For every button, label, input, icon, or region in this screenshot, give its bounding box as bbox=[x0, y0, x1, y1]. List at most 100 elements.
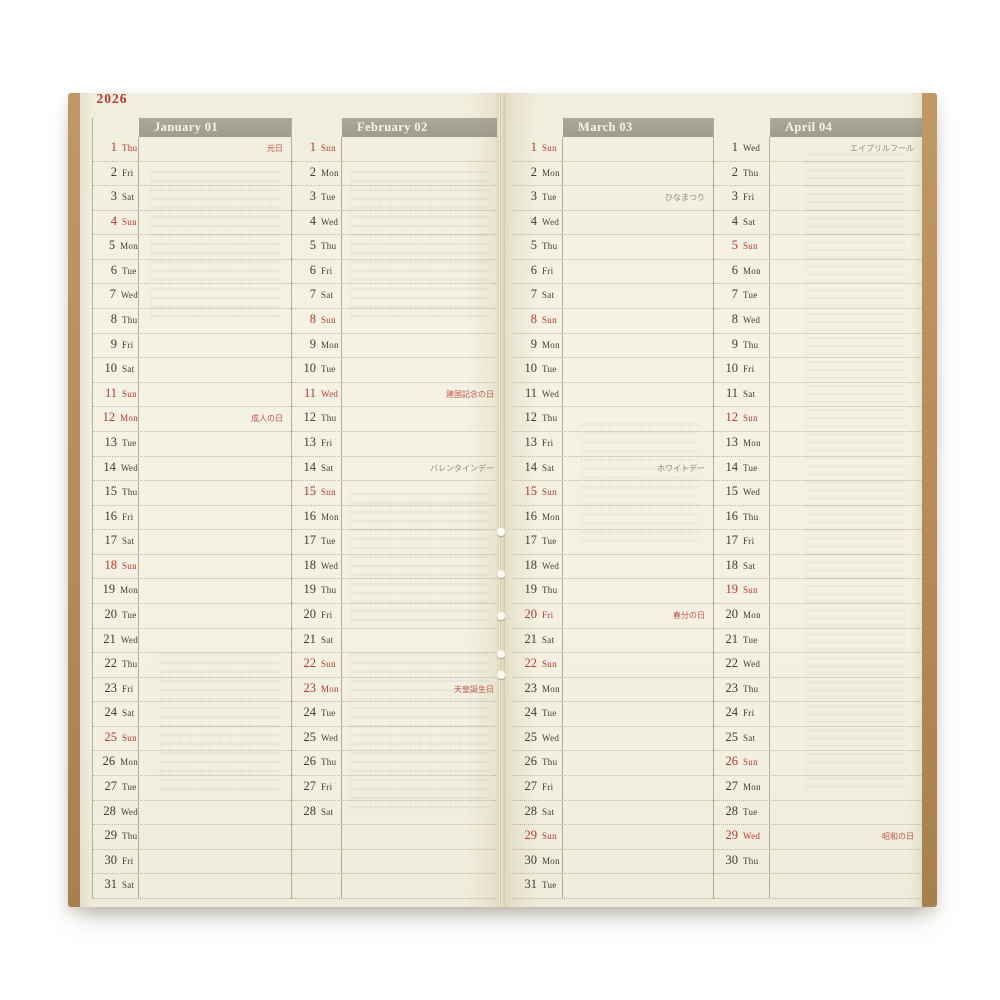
day-number: 4 bbox=[110, 213, 117, 228]
date-cell: 21 Sat bbox=[513, 628, 563, 653]
day-row: 24 Tue bbox=[513, 702, 713, 727]
day-number: 4 bbox=[731, 213, 738, 228]
day-number: 20 bbox=[104, 606, 118, 621]
day-number: 6 bbox=[731, 262, 738, 277]
date-cell: 15 Thu bbox=[93, 481, 139, 505]
notes-cell bbox=[563, 751, 713, 775]
date-cell: 10 Tue bbox=[513, 358, 563, 382]
day-number: 20 bbox=[524, 606, 538, 621]
weekday-label: Sun bbox=[542, 487, 557, 498]
day-number: 13 bbox=[303, 434, 317, 449]
day-number: 16 bbox=[303, 508, 317, 523]
day-row: 5 Thu bbox=[292, 235, 502, 260]
day-row: 30 Fri bbox=[93, 849, 291, 875]
month-january-01: January 01 1 Thu 元日 2 Fri 3 Sat 4 Sun 5 Mon 6 Tue 7 Wed… bbox=[92, 118, 291, 899]
day-row: 10 Sat bbox=[93, 358, 291, 383]
day-row: 17 Fri bbox=[714, 530, 922, 555]
weekday-label: Sat bbox=[743, 388, 756, 399]
weekday-label: Sat bbox=[122, 364, 135, 375]
notes-cell bbox=[563, 162, 713, 186]
day-number: 23 bbox=[104, 680, 118, 695]
notes-cell bbox=[342, 751, 502, 775]
notes-cell bbox=[563, 776, 713, 800]
day-number: 21 bbox=[524, 631, 538, 646]
day-row: 24 Sat bbox=[93, 702, 291, 727]
day-row: 8 Thu bbox=[93, 309, 291, 334]
weekday-label: Thu bbox=[122, 315, 138, 326]
notes-cell bbox=[139, 383, 291, 407]
day-row: 20 Fri 春分の日 bbox=[513, 603, 713, 629]
notes-cell bbox=[563, 284, 713, 308]
day-row: 16 Fri bbox=[93, 505, 291, 531]
month-header-band: January 01 bbox=[139, 118, 291, 137]
date-cell: 12 Thu bbox=[292, 407, 342, 431]
day-row: 19 Mon bbox=[93, 579, 291, 604]
weekday-label: Wed bbox=[120, 806, 138, 817]
notes-cell bbox=[563, 555, 713, 579]
day-number: 23 bbox=[524, 680, 538, 695]
notes-cell: 天皇誕生日 bbox=[342, 678, 502, 702]
day-rows: 1 Sun 2 Mon 3 Tue ひなまつり 4 Wed 5 Thu 6 Fri 7 Sat 8 Sun 9 Mo… bbox=[513, 137, 713, 899]
notes-cell bbox=[139, 727, 291, 751]
date-cell: 10 Sat bbox=[93, 358, 139, 382]
notes-cell bbox=[563, 211, 713, 235]
stitch-mark bbox=[497, 612, 505, 620]
weekday-label: Sat bbox=[122, 536, 135, 547]
day-number: 22 bbox=[303, 656, 317, 671]
weekday-label: Thu bbox=[122, 143, 138, 153]
weekday-label: Thu bbox=[743, 511, 759, 522]
weekday-label: Fri bbox=[122, 683, 134, 694]
notes-cell bbox=[139, 801, 291, 825]
day-row: 2 Fri bbox=[93, 161, 291, 187]
day-row: 18 Wed bbox=[513, 554, 713, 580]
notes-cell bbox=[563, 309, 713, 333]
weekday-label: Tue bbox=[122, 782, 137, 793]
notes-cell bbox=[342, 481, 502, 505]
day-row bbox=[292, 825, 502, 850]
weekday-label: Fri bbox=[743, 536, 755, 547]
day-number: 10 bbox=[725, 361, 739, 376]
notes-cell: ひなまつり bbox=[563, 186, 713, 210]
day-row: 3 Tue ひなまつり bbox=[513, 186, 713, 211]
weekday-label: Wed bbox=[743, 143, 761, 153]
page-left: 2026 January 01 1 Thu 元日 2 Fri 3 Sat 4 Sun 5 Mon 6 Tu… bbox=[80, 91, 502, 907]
weekday-label: Sun bbox=[321, 143, 336, 153]
weekday-label: Fri bbox=[542, 609, 554, 620]
weekday-label: Sat bbox=[122, 880, 135, 891]
day-number: 24 bbox=[303, 705, 317, 720]
weekday-label: Tue bbox=[542, 364, 557, 375]
notes-cell bbox=[139, 555, 291, 579]
day-number: 7 bbox=[530, 287, 537, 302]
holiday-label: ホワイトデー bbox=[657, 463, 705, 473]
date-cell: 5 Thu bbox=[292, 235, 342, 259]
day-row: 13 Mon bbox=[714, 431, 922, 457]
day-number: 26 bbox=[725, 754, 739, 769]
weekday-label: Fri bbox=[321, 265, 333, 276]
day-number: 20 bbox=[303, 606, 317, 621]
weekday-label: Sat bbox=[122, 192, 135, 203]
day-row: 31 Tue bbox=[513, 874, 713, 899]
date-cell: 24 Fri bbox=[714, 702, 770, 726]
day-row: 12 Mon 成人の日 bbox=[93, 407, 291, 432]
day-number: 25 bbox=[524, 729, 538, 744]
day-number: 5 bbox=[309, 238, 316, 253]
date-cell: 27 Fri bbox=[513, 776, 563, 800]
day-number: 5 bbox=[530, 238, 537, 253]
day-number: 17 bbox=[303, 533, 317, 548]
day-row: 10 Tue bbox=[513, 358, 713, 383]
day-row: 14 Wed bbox=[93, 456, 291, 482]
notes-cell bbox=[770, 481, 922, 505]
day-number: 15 bbox=[303, 484, 317, 499]
day-number: 2 bbox=[309, 164, 316, 179]
weekday-label: Wed bbox=[321, 216, 339, 227]
day-row: 12 Thu bbox=[513, 407, 713, 432]
weekday-label: Wed bbox=[542, 216, 560, 227]
notes-cell: 建国記念の日 bbox=[342, 383, 502, 407]
notes-cell bbox=[342, 137, 502, 161]
day-row: 4 Sun bbox=[93, 210, 291, 236]
day-row: 30 Mon bbox=[513, 849, 713, 875]
date-cell: 9 Fri bbox=[93, 333, 139, 358]
day-row: 12 Thu bbox=[292, 407, 502, 432]
weekday-label: Tue bbox=[542, 880, 557, 891]
day-row: 2 Thu bbox=[714, 161, 922, 187]
